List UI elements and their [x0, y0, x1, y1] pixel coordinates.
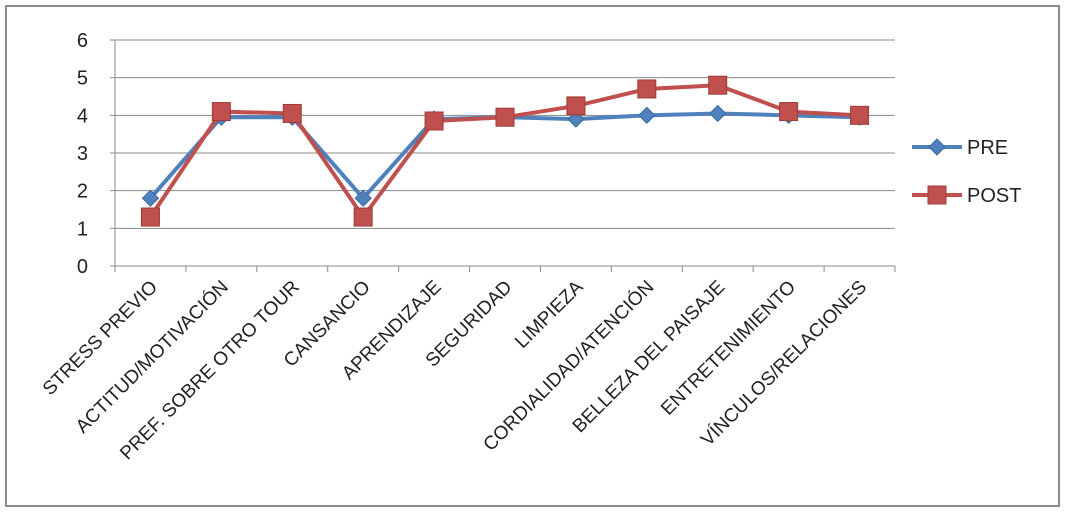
y-tick-label: 3: [77, 143, 88, 165]
x-tick-label: ENTRETENIMIENTO: [657, 277, 800, 420]
post-point: [140, 207, 160, 227]
legend-marker-post: [927, 185, 947, 205]
y-tick-label: 6: [77, 30, 88, 52]
x-tick-label: LIMPIEZA: [511, 276, 587, 352]
x-tick-label: STRESS PREVIO: [39, 277, 162, 400]
post-point: [779, 102, 799, 122]
series-line-post: [148, 83, 860, 220]
post-point: [566, 96, 586, 116]
pre-point: [354, 189, 372, 207]
post-point: [850, 105, 870, 125]
legend-label-post: POST: [967, 185, 1021, 207]
y-tick-label: 1: [77, 218, 88, 240]
legend-marker-pre: [928, 138, 946, 156]
post-point: [708, 75, 728, 95]
axes: [110, 39, 896, 272]
gridlines: [115, 39, 895, 229]
series: [140, 75, 870, 227]
chart-frame: [5, 5, 1060, 507]
post-point: [211, 102, 231, 122]
y-tick-label: 0: [77, 256, 88, 278]
post-point: [353, 207, 373, 227]
legend: PRE POST: [912, 137, 1021, 207]
y-tick-label: 2: [77, 181, 88, 203]
y-tick-label: 4: [77, 105, 88, 127]
pre-point: [709, 104, 727, 123]
post-point: [637, 79, 657, 99]
pre-point: [638, 106, 656, 125]
post-point: [495, 107, 515, 127]
post-point: [282, 103, 302, 123]
y-tick-labels: 0 1 2 3 4 5 6: [77, 30, 88, 278]
y-tick-label: 5: [77, 68, 88, 90]
post-point: [424, 111, 444, 131]
legend-label-pre: PRE: [967, 137, 1008, 159]
pre-point: [141, 189, 160, 207]
